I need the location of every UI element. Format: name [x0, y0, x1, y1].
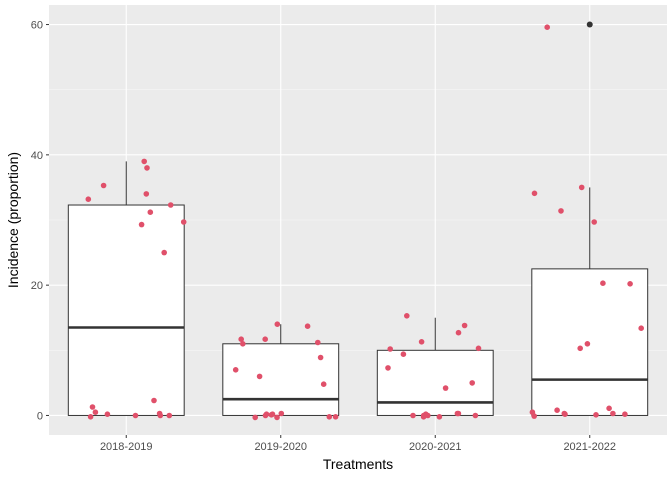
data-points: [85, 24, 644, 421]
data-point: [167, 202, 174, 208]
data-point: [252, 414, 258, 421]
data-point: [638, 325, 644, 332]
data-point: [238, 336, 244, 343]
data-point: [591, 219, 597, 225]
data-point: [256, 373, 263, 380]
data-point: [418, 339, 425, 345]
data-point: [593, 412, 599, 418]
data-point: [166, 412, 173, 419]
data-point: [262, 336, 269, 343]
box-iqr: [67, 204, 185, 416]
data-point: [100, 182, 107, 189]
data-point: [304, 323, 311, 330]
data-point: [610, 410, 616, 417]
data-point: [410, 412, 416, 419]
data-point: [436, 414, 443, 420]
data-point: [531, 413, 537, 419]
x-tick-label: 2018-2019: [100, 441, 153, 453]
box-iqr: [531, 268, 649, 416]
data-point: [387, 346, 394, 352]
data-point: [577, 345, 583, 352]
data-point: [274, 414, 280, 421]
data-point: [627, 281, 633, 287]
data-point: [320, 381, 327, 388]
box-iqr: [376, 349, 494, 416]
data-point: [274, 321, 281, 328]
data-point: [141, 158, 147, 165]
data-point: [156, 410, 163, 417]
data-point: [600, 280, 606, 287]
data-point: [232, 367, 239, 373]
data-point: [475, 345, 482, 352]
data-point: [385, 365, 391, 371]
x-axis: 2018-2019 2019-2020 2020-2021 2021-2022: [100, 435, 616, 453]
data-point: [85, 196, 92, 202]
data-point: [269, 411, 276, 418]
data-point: [561, 410, 568, 417]
box-2021-2022: [531, 21, 649, 416]
data-point: [332, 414, 339, 420]
data-point: [442, 385, 449, 391]
y-tick-label: 20: [31, 280, 43, 292]
data-point: [132, 412, 139, 419]
data-point: [326, 414, 333, 420]
data-point: [400, 351, 407, 358]
outlier-point: [586, 21, 593, 28]
data-point: [151, 397, 157, 404]
data-point: [584, 341, 591, 347]
data-point: [554, 407, 560, 414]
data-point: [240, 341, 246, 347]
data-point: [578, 184, 585, 191]
data-point: [404, 313, 410, 319]
data-point: [622, 411, 628, 418]
data-point: [544, 24, 550, 31]
data-point: [531, 190, 538, 197]
data-point: [180, 219, 187, 225]
y-tick-label: 60: [31, 20, 43, 32]
data-point: [455, 410, 462, 417]
data-point: [147, 209, 154, 215]
data-point: [161, 249, 167, 256]
data-point: [423, 411, 429, 418]
box-iqr: [222, 343, 340, 416]
data-point: [315, 339, 321, 346]
data-point: [89, 404, 96, 410]
y-axis-title: Incidence (proportion): [5, 152, 21, 288]
data-point: [472, 412, 479, 419]
box-2018-2019: [67, 161, 185, 416]
data-point: [469, 380, 476, 386]
x-tick-label: 2021-2022: [563, 441, 616, 453]
data-point: [263, 411, 270, 418]
y-tick-label: 0: [37, 410, 43, 422]
x-tick-label: 2019-2020: [254, 441, 307, 453]
data-point: [138, 221, 145, 228]
data-point: [144, 165, 150, 171]
x-tick-label: 2020-2021: [409, 441, 462, 453]
data-point: [558, 208, 564, 214]
data-point: [104, 411, 111, 418]
x-axis-title: Treatments: [323, 456, 393, 472]
data-point: [461, 322, 468, 329]
data-point: [143, 191, 150, 197]
data-point: [87, 414, 94, 420]
y-tick-label: 40: [31, 150, 43, 162]
data-point: [92, 409, 99, 416]
data-point: [278, 410, 285, 417]
data-point: [455, 329, 462, 336]
y-axis: 0 20 40 60: [31, 20, 49, 422]
data-point: [317, 354, 324, 361]
data-point: [606, 405, 612, 412]
